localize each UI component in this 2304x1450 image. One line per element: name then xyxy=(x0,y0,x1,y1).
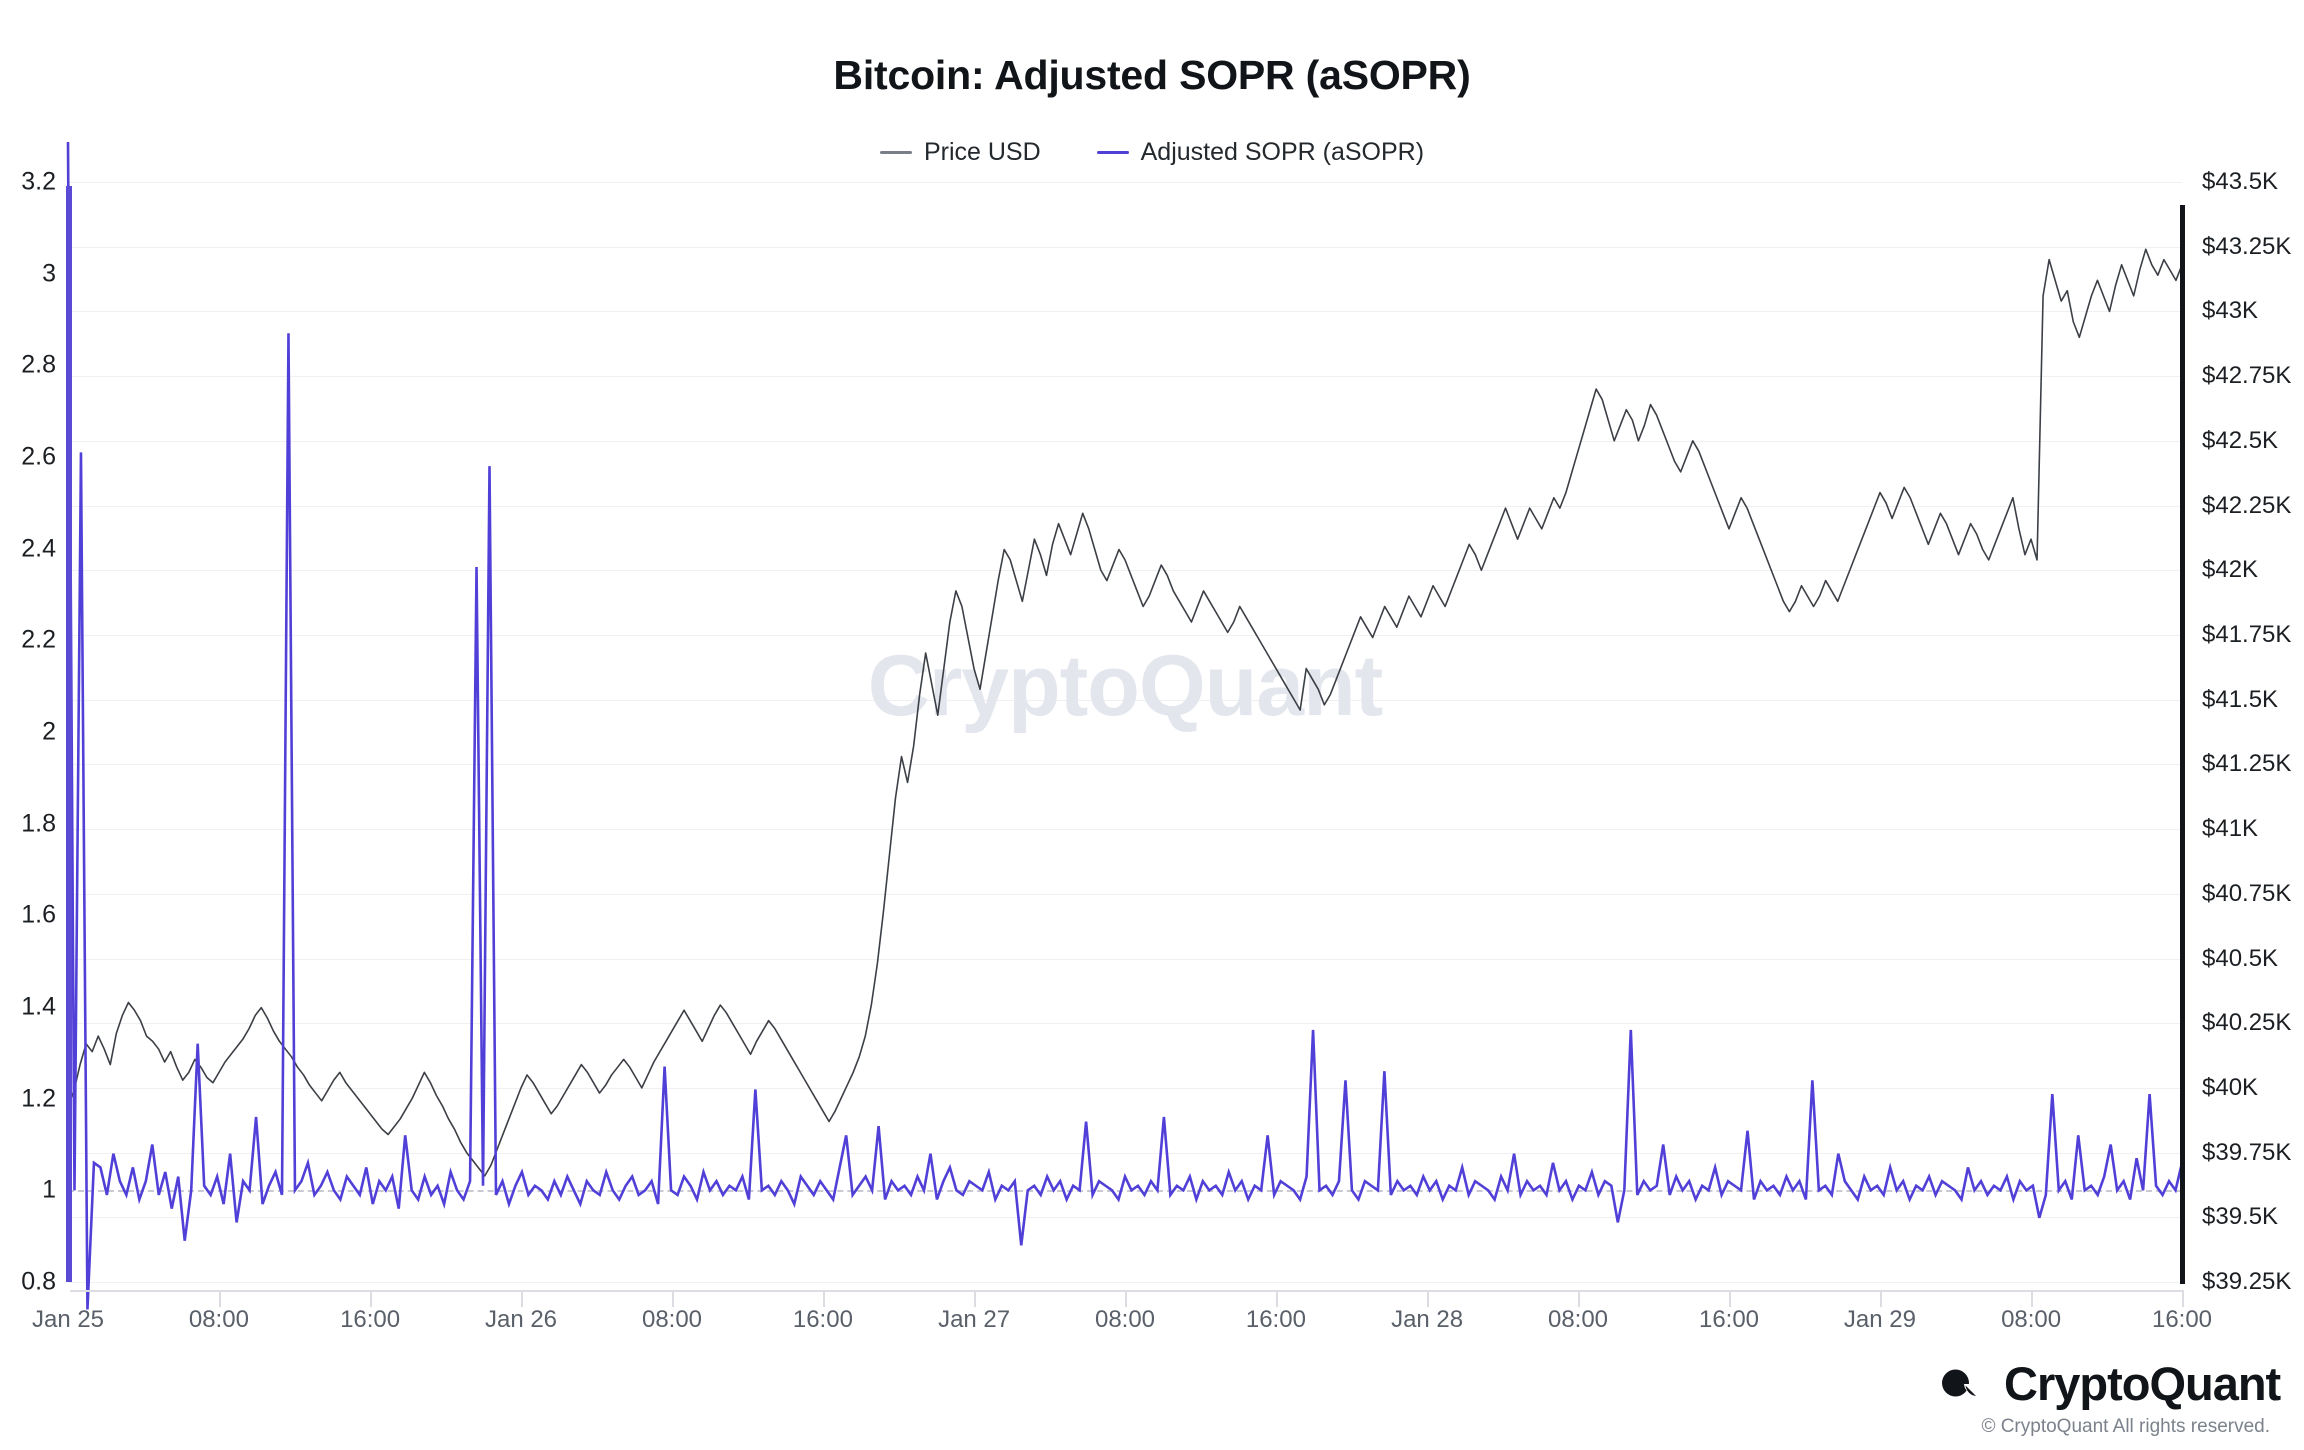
cryptoquant-logo: CryptoQuant xyxy=(1938,1356,2281,1410)
left-axis-tick-label: 1.6 xyxy=(21,900,56,929)
x-axis-tick-mark xyxy=(672,1290,674,1307)
gridline xyxy=(68,1152,2182,1154)
legend-label-sopr: Adjusted SOPR (aSOPR) xyxy=(1140,138,1425,166)
left-axis-line xyxy=(66,186,72,1282)
right-axis-tick-label: $39.75K xyxy=(2202,1138,2292,1166)
left-axis-tick-label: 3.2 xyxy=(21,167,56,196)
x-axis-tick-mark xyxy=(1578,1290,1580,1307)
x-axis-tick-mark xyxy=(1427,1290,1430,1307)
gridline xyxy=(68,1023,2182,1025)
legend-swatch-sopr xyxy=(1096,151,1129,154)
legend-swatch-price xyxy=(879,151,912,154)
x-axis-tick-mark xyxy=(370,1290,373,1307)
left-axis-tick-label: 2.2 xyxy=(21,625,56,654)
gridlines xyxy=(68,182,2182,1283)
x-axis-tick-label: 08:00 xyxy=(1547,1306,1609,1333)
x-axis-tick-mark xyxy=(1275,1290,1278,1307)
left-axis-tick-label: 1 xyxy=(42,1175,56,1204)
gridline xyxy=(68,699,2182,701)
legend-label-price: Price USD xyxy=(923,138,1041,166)
x-axis-tick-label: 08:00 xyxy=(188,1306,249,1333)
x-axis-tick-mark xyxy=(974,1290,977,1307)
right-axis-tick-label: $41.25K xyxy=(2202,750,2292,778)
page-title: Bitcoin: Adjusted SOPR (aSOPR) xyxy=(833,52,1471,98)
x-axis-tick-label: Jan 28 xyxy=(1391,1306,1464,1333)
gridline xyxy=(68,311,2182,313)
gridline xyxy=(68,764,2182,766)
left-axis-tick-label: 1.2 xyxy=(21,1084,56,1113)
right-axis-tick-label: $41K xyxy=(2202,815,2259,843)
x-axis-tick-mark xyxy=(1879,1290,1882,1307)
sopr-line xyxy=(66,141,2184,1310)
gridline xyxy=(68,440,2182,442)
x-axis-tick-mark xyxy=(1729,1290,1731,1307)
legend-item-price[interactable]: Price USD xyxy=(879,138,1041,167)
price-line xyxy=(67,248,2183,1177)
x-axis-tick-mark xyxy=(218,1290,221,1307)
right-axis-tick-label: $43.25K xyxy=(2202,232,2292,260)
x-axis-tick-label: 16:00 xyxy=(340,1306,401,1333)
gridline xyxy=(68,505,2182,507)
right-axis-tick-label: $43.5K xyxy=(2202,168,2279,195)
right-axis-tick-label: $42.75K xyxy=(2202,362,2292,390)
gridline xyxy=(68,570,2182,572)
right-axis-tick-label: $39.25K xyxy=(2202,1268,2292,1295)
legend-item-sopr[interactable]: Adjusted SOPR (aSOPR) xyxy=(1096,138,1425,167)
x-axis-tick-label: 08:00 xyxy=(1094,1306,1156,1333)
right-axis-tick-label: $40.25K xyxy=(2202,1009,2292,1037)
left-axis-tick-label: 1.8 xyxy=(21,809,56,838)
right-axis-tick-label: $42.25K xyxy=(2202,491,2292,519)
reference-line-1 xyxy=(68,1190,2182,1193)
left-axis-tick-label: 2.8 xyxy=(21,350,56,379)
x-axis-tick-mark xyxy=(2182,1290,2184,1307)
left-axis-tick-label: 3 xyxy=(42,259,56,288)
x-axis-tick-label: Jan 25 xyxy=(31,1306,105,1333)
right-axis-tick-label: $43K xyxy=(2202,297,2259,325)
plot-area: CryptoQuant xyxy=(66,141,2184,1310)
right-axis-line xyxy=(2180,205,2185,1284)
x-axis-tick-mark xyxy=(2031,1290,2034,1307)
gridline xyxy=(68,376,2182,378)
right-axis-tick-label: $42K xyxy=(2202,556,2259,584)
right-axis-tick-label: $41.75K xyxy=(2202,620,2292,648)
gridline xyxy=(68,634,2182,636)
x-axis-tick-label: 08:00 xyxy=(641,1306,703,1333)
left-axis-tick-label: 2 xyxy=(42,717,56,746)
right-axis-tick-label: $41.5K xyxy=(2202,685,2279,713)
gridline xyxy=(68,958,2182,960)
gridline xyxy=(68,893,2182,895)
cryptoquant-mark-icon xyxy=(1942,1369,1976,1397)
series-lines xyxy=(66,141,2184,1310)
gridline xyxy=(68,1087,2182,1089)
x-axis-tick-label: 16:00 xyxy=(1245,1306,1306,1333)
x-axis-tick-label: Jan 27 xyxy=(938,1306,1011,1333)
cryptoquant-wordmark: CryptoQuant xyxy=(2004,1356,2281,1410)
gridline xyxy=(68,1282,2182,1283)
left-axis-tick-label: 2.4 xyxy=(21,534,56,563)
right-axis-tick-label: $40.75K xyxy=(2202,879,2292,907)
x-axis-tick-label: 16:00 xyxy=(2151,1306,2213,1333)
copyright-text: © CryptoQuant All rights reserved. xyxy=(1981,1416,2270,1437)
left-axis-tick-label: 1.4 xyxy=(21,992,56,1021)
x-axis-tick-label: Jan 29 xyxy=(1843,1306,1916,1333)
gridline xyxy=(68,1217,2182,1219)
gridline xyxy=(68,182,2182,183)
chart-legend: Price USD Adjusted SOPR (aSOPR) xyxy=(0,138,2304,167)
x-axis-tick-mark xyxy=(1125,1290,1127,1307)
x-axis-tick-label: 08:00 xyxy=(2001,1306,2062,1333)
x-axis-tick-mark xyxy=(822,1290,825,1307)
right-axis-tick-label: $39.5K xyxy=(2202,1203,2279,1231)
right-axis-tick-label: $40K xyxy=(2202,1073,2259,1101)
x-axis-tick-label: Jan 26 xyxy=(484,1306,558,1333)
gridline xyxy=(68,829,2182,831)
right-axis-tick-label: $40.5K xyxy=(2202,944,2279,972)
left-axis-tick-label: 2.6 xyxy=(21,442,56,471)
x-axis-tick-mark xyxy=(521,1290,523,1307)
x-axis-tick-label: 16:00 xyxy=(1698,1306,1760,1333)
right-axis-tick-label: $42.5K xyxy=(2202,426,2279,454)
gridline xyxy=(68,246,2182,248)
left-axis-tick-label: 0.8 xyxy=(21,1267,56,1296)
x-axis-tick-label: 16:00 xyxy=(792,1306,853,1333)
